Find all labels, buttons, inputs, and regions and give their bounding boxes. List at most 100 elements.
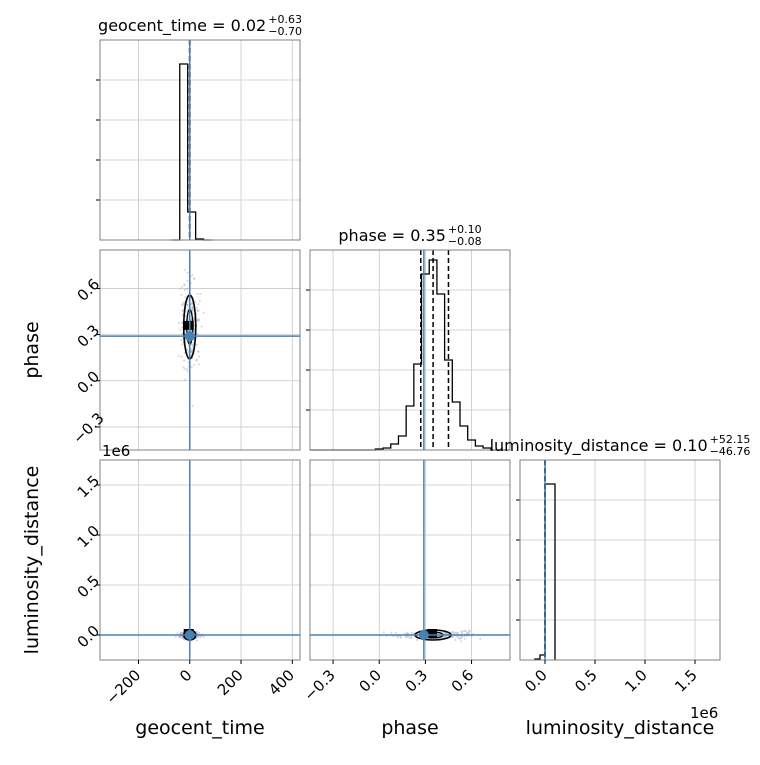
scatter-point (184, 378, 187, 381)
scatter-point (195, 639, 198, 642)
title-sub: −0.08 (448, 235, 482, 248)
histogram-luminosity_distance (534, 483, 556, 660)
x-tick-label: 200 (214, 666, 247, 699)
scatter-point (403, 632, 406, 635)
scatter-point (183, 284, 186, 287)
y-tick-label: 0.0 (74, 622, 104, 652)
scatter-point (196, 309, 199, 312)
scatter-point (184, 296, 187, 299)
panel-title-geocent_time: geocent_time = 0.02 +0.63−0.70 (98, 13, 302, 38)
y-tick-label: 1.0 (74, 522, 104, 552)
scatter-point (479, 638, 482, 641)
scatter-point (202, 311, 205, 314)
scatter-point (408, 636, 411, 639)
scatter-point (178, 328, 181, 331)
scatter-point (181, 322, 184, 325)
title-sup: +0.63 (268, 13, 302, 26)
scatter-point (181, 332, 184, 335)
scatter-point (465, 632, 468, 635)
scatter-point (181, 285, 184, 288)
scatter-point (450, 631, 453, 634)
scatter-point (185, 367, 188, 370)
scatter-point (468, 630, 471, 633)
scatter-point (394, 631, 397, 634)
x-tick-label: 0.6 (448, 666, 478, 696)
panel-frame (99, 459, 301, 661)
scatter-point (197, 350, 200, 353)
scatter-point (456, 635, 459, 638)
scatter-point (187, 318, 190, 321)
scatter-point (464, 629, 467, 632)
scatter-point (177, 321, 180, 324)
scatter-point (415, 638, 418, 641)
scatter-point (451, 636, 454, 639)
title-sup: +52.15 (710, 433, 751, 446)
truth-marker (418, 630, 429, 640)
scatter-point (195, 343, 198, 346)
scatter-point (461, 631, 464, 634)
scatter-point (198, 355, 201, 358)
scatter-point (196, 631, 199, 634)
scatter-point (183, 359, 186, 362)
scatter-point (463, 637, 466, 640)
scatter-point (181, 314, 184, 317)
scatter-point (192, 364, 195, 367)
truth-marker (184, 630, 195, 640)
scatter-point (202, 635, 205, 638)
scatter-point (183, 368, 186, 371)
x-tick-label: −0.3 (300, 666, 338, 704)
panel-luminosity_distance-vs-geocent_time (99, 459, 301, 661)
scatter-point (183, 288, 186, 291)
scatter-point (186, 287, 189, 290)
scatter-point (181, 343, 184, 346)
y-tick-label: 0.3 (74, 321, 104, 351)
scatter-point (180, 355, 183, 358)
scatter-point (180, 631, 183, 634)
scatter-point (198, 319, 201, 322)
scatter-point (196, 292, 199, 295)
scatter-point (190, 366, 193, 369)
scatter-point (174, 635, 177, 638)
scatter-point (196, 306, 199, 309)
x-axis-label-luminosity_distance: luminosity_distance (526, 717, 715, 739)
scatter-point (410, 631, 413, 634)
scatter-point (458, 637, 461, 640)
histogram-geocent_time (171, 63, 212, 241)
hist-panel-geocent_time: geocent_time = 0.02 +0.63−0.70 (96, 13, 302, 241)
density-peak (183, 320, 194, 330)
panel-frame (99, 249, 301, 451)
scatter-point (195, 359, 198, 362)
scatter-point (190, 343, 193, 346)
scatter-point (404, 635, 407, 638)
scatter-point (191, 404, 194, 407)
scatter-point (193, 277, 196, 280)
scatter-point (182, 366, 185, 369)
scatter-point (467, 632, 470, 635)
hist-panel-phase: phase = 0.35 +0.10−0.08 (306, 223, 511, 451)
scatter-point (186, 370, 189, 373)
scatter-point (180, 293, 183, 296)
scatter-point (191, 274, 194, 277)
scatter-point (410, 636, 413, 639)
scatter-point (382, 631, 385, 634)
scatter-point (187, 345, 190, 348)
y-tick-label: 1.5 (74, 472, 104, 502)
title-text: luminosity_distance = 0.10 (490, 436, 708, 456)
panel-frame (519, 459, 721, 661)
scatter-point (454, 631, 457, 634)
scatter-point (452, 632, 455, 635)
x-tick-label: 0.3 (402, 666, 432, 696)
scatter-point (186, 271, 189, 274)
y-tick-label: 0.0 (74, 367, 104, 397)
scatter-point (198, 299, 201, 302)
scatter-point (200, 325, 203, 328)
x-tick-label: 0 (176, 666, 195, 685)
scatter-point (470, 635, 473, 638)
x-tick-label: 1.5 (671, 666, 701, 696)
scatter-point (183, 268, 186, 271)
y-tick-label: 0.6 (74, 275, 104, 305)
scatter-point (197, 363, 200, 366)
scatter-point (176, 632, 179, 635)
x-tick-label: −200 (102, 666, 144, 708)
